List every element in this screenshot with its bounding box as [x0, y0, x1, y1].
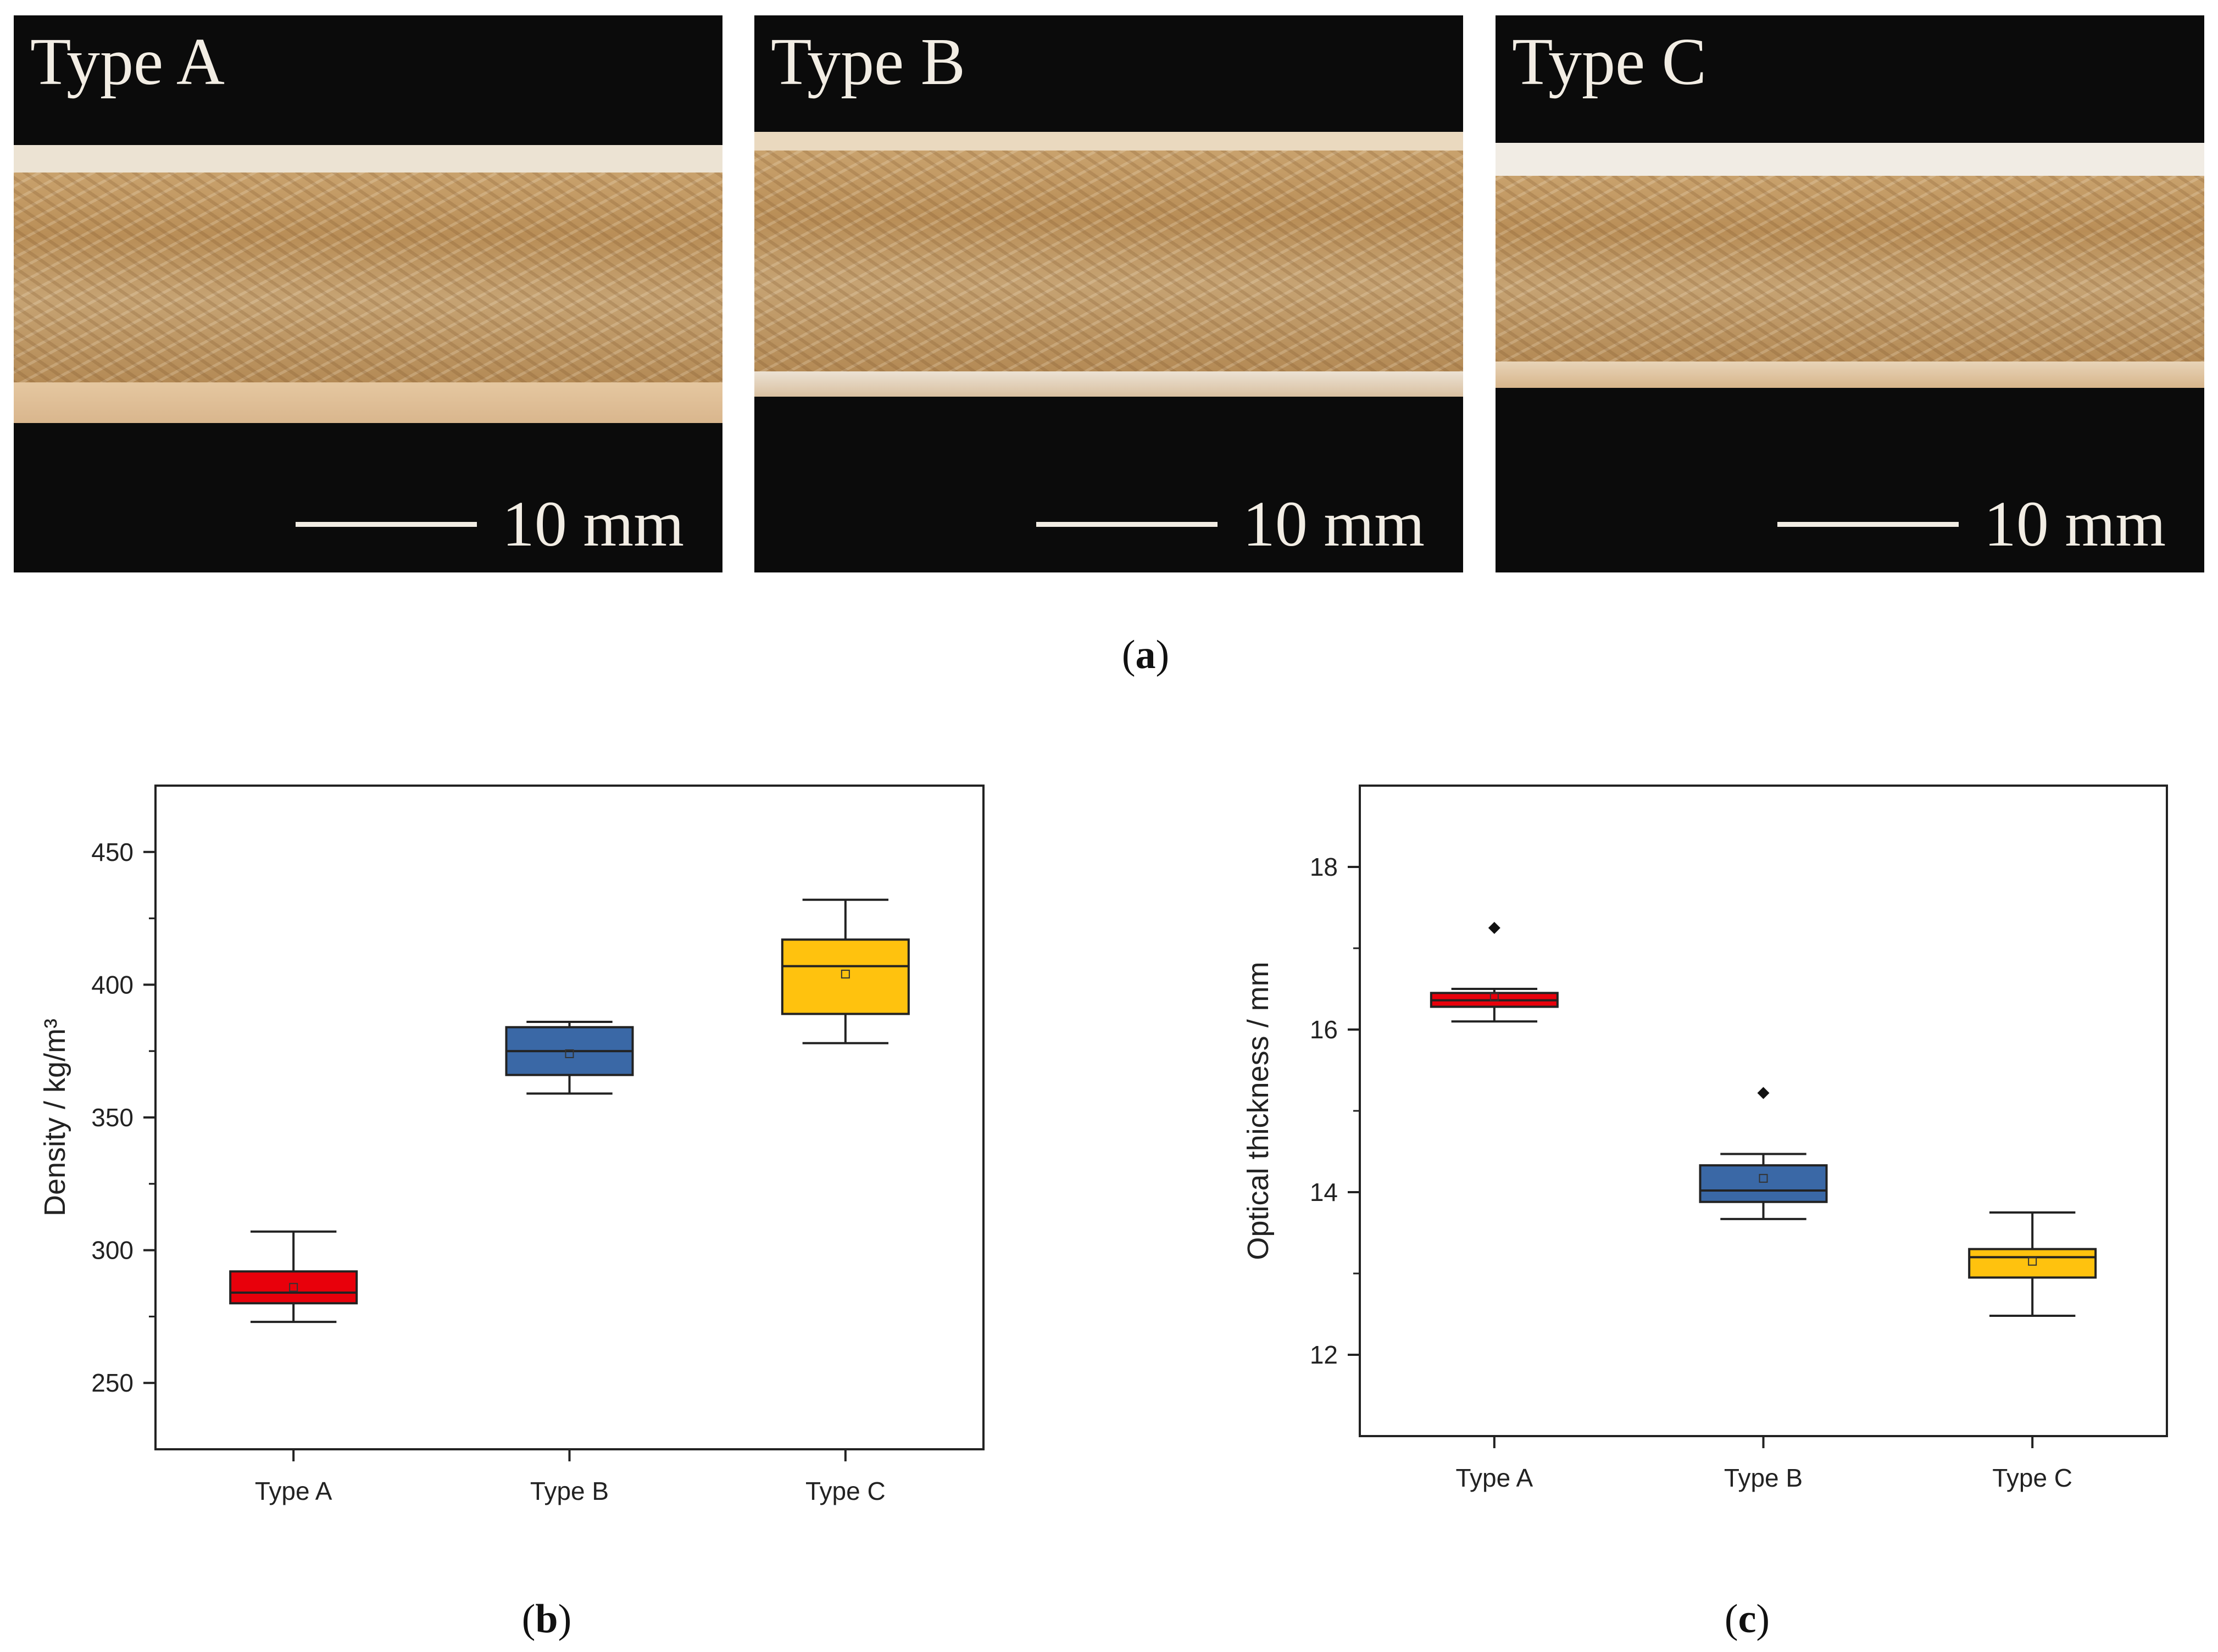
- y-tick-label: 250: [91, 1369, 134, 1397]
- outlier-point: [1488, 922, 1500, 934]
- y-tick-label: 350: [91, 1103, 134, 1132]
- mean-marker: [1489, 992, 1499, 1002]
- y-axis-label: Optical thickness / mm: [1242, 961, 1275, 1260]
- box-type-c: [1968, 1248, 2097, 1279]
- scale-label: 10 mm: [502, 488, 684, 560]
- board-fibre-core: [754, 151, 1463, 372]
- x-tick-label: Type B: [1724, 1464, 1803, 1492]
- board-fibre-core: [14, 173, 722, 383]
- caption-c: (c): [1725, 1596, 1770, 1643]
- board-bottom-skin: [1496, 361, 2204, 388]
- photo-type-a: Type A 10 mm: [14, 15, 722, 572]
- scale-bar: [295, 521, 477, 527]
- board-fibre-core: [1496, 176, 2204, 363]
- mean-marker: [2028, 1256, 2037, 1266]
- caption-close: ): [1756, 1597, 1770, 1642]
- density-box-plot: 250 300 350 400 450 Type A Type B Type C Density…: [38, 785, 985, 1505]
- caption-b: (b): [522, 1596, 571, 1643]
- board-top-skin: [1496, 143, 2204, 177]
- scale-bar: [1777, 521, 1959, 527]
- x-tick-label: Type A: [1456, 1464, 1533, 1492]
- scale-label: 10 mm: [1242, 488, 1425, 560]
- caption-close: ): [558, 1597, 572, 1642]
- y-tick-label: 400: [91, 970, 134, 999]
- y-tick-label: 12: [1310, 1340, 1338, 1369]
- x-tick-label: Type C: [805, 1477, 886, 1505]
- photo-type-b: Type B 10 mm: [754, 15, 1463, 572]
- y-tick-label: 300: [91, 1236, 134, 1265]
- caption-letter: a: [1135, 632, 1156, 677]
- mean-marker: [289, 1283, 298, 1292]
- box-type-b: [1699, 1164, 1828, 1203]
- box-type-a: [229, 1270, 358, 1305]
- mean-marker: [841, 970, 850, 979]
- mean-marker: [1759, 1173, 1768, 1183]
- x-tick-label: Type B: [530, 1477, 609, 1505]
- scale-bar-group: 10 mm: [295, 488, 684, 560]
- caption-close: ): [1155, 632, 1170, 677]
- y-tick-label: 450: [91, 838, 134, 866]
- caption-open: (: [1121, 632, 1136, 677]
- scale-bar: [1036, 521, 1218, 527]
- board-bottom-skin: [14, 382, 722, 423]
- caption-letter: b: [535, 1597, 558, 1642]
- scale-label: 10 mm: [1983, 488, 2166, 560]
- photo-type-c: Type C 10 mm: [1496, 15, 2204, 572]
- mean-marker: [565, 1049, 574, 1059]
- box-type-c: [781, 938, 910, 1015]
- photo-label: Type C: [1512, 25, 1707, 99]
- plot-frame: [154, 785, 985, 1450]
- outlier-point: [1757, 1087, 1770, 1099]
- caption-letter: c: [1738, 1597, 1756, 1642]
- caption-open: (: [1724, 1597, 1738, 1642]
- optical-thickness-box-plot: 12 14 16 18 Type A Type B Type C Optical thickn…: [1242, 785, 2168, 1492]
- board-top-skin: [754, 132, 1463, 152]
- caption-a: (a): [1122, 632, 1169, 678]
- y-tick-label: 16: [1310, 1015, 1338, 1044]
- y-tick-label: 18: [1310, 853, 1338, 881]
- plot-frame: [1359, 785, 2168, 1437]
- x-tick-label: Type C: [1992, 1464, 2072, 1492]
- scale-bar-group: 10 mm: [1036, 488, 1425, 560]
- photo-label: Type B: [771, 25, 966, 99]
- y-tick-label: 14: [1310, 1178, 1338, 1206]
- y-axis-label: Density / kg/m³: [38, 1019, 71, 1216]
- board-bottom-skin: [754, 371, 1463, 397]
- board-top-skin: [14, 145, 722, 174]
- caption-open: (: [521, 1597, 536, 1642]
- photo-label: Type A: [30, 25, 225, 99]
- scale-bar-group: 10 mm: [1777, 488, 2166, 560]
- x-tick-label: Type A: [255, 1477, 332, 1505]
